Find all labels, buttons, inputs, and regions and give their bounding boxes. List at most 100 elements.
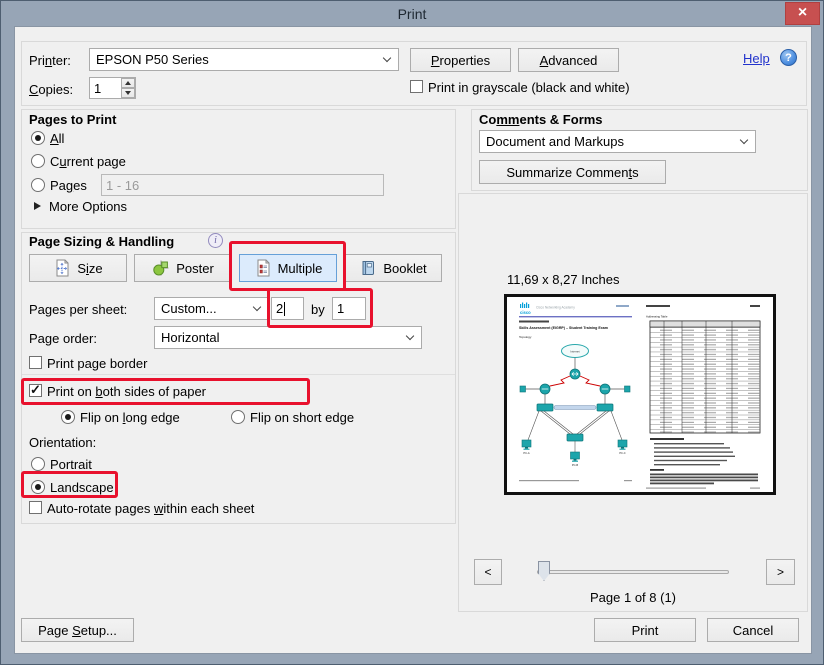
preview-page-image: cisco Cisco Networking Academy Skills As… (504, 294, 776, 495)
portrait-radio[interactable] (31, 457, 45, 471)
size-mode-button[interactable]: Size (29, 254, 127, 282)
cancel-button-label: Cancel (732, 622, 774, 638)
size-button-label: Size (77, 260, 103, 276)
chevron-down-icon (252, 302, 262, 311)
internet-cloud-label: Internet (570, 350, 579, 354)
title-bar: Print (1, 1, 823, 26)
help-link[interactable]: Help (743, 51, 770, 66)
previous-page-button[interactable]: < (474, 559, 502, 585)
portrait-label[interactable]: Portrait (50, 457, 92, 472)
multiple-mode-button[interactable]: Multiple (239, 254, 337, 282)
summarize-comments-label: Summarize Comments (506, 164, 639, 180)
landscape-radio[interactable] (31, 480, 45, 494)
booklet-mode-button[interactable]: Booklet (344, 254, 442, 282)
grayscale-checkbox[interactable] (410, 80, 423, 93)
print-page-border-label[interactable]: Print page border (47, 356, 148, 371)
print-page-border-checkbox[interactable] (29, 356, 42, 369)
text-caret (284, 301, 286, 316)
poster-icon (153, 260, 169, 276)
properties-button-label: Properties (430, 52, 491, 68)
chevron-down-icon (382, 53, 392, 62)
pages-per-sheet-value: Custom... (161, 301, 217, 316)
topology-label: Topology (519, 335, 532, 339)
cisco-logo: cisco (520, 302, 531, 315)
page-slider-track[interactable] (537, 570, 729, 574)
page-order-select[interactable]: Horizontal (154, 326, 422, 349)
auto-rotate-checkbox[interactable] (29, 501, 42, 514)
comments-select[interactable]: Document and Markups (479, 130, 756, 153)
radio-dot-icon (35, 484, 41, 490)
copies-label: Copies: (29, 82, 74, 97)
radio-dot-icon (35, 135, 41, 141)
spin-up-icon[interactable] (121, 78, 135, 88)
scenario-paragraph (650, 473, 758, 485)
all-radio-label[interactable]: All (50, 131, 65, 146)
addressing-table (649, 320, 761, 434)
page-setup-button[interactable]: Page Setup... (21, 618, 134, 642)
current-page-radio[interactable] (31, 154, 45, 168)
landscape-label[interactable]: Landscape (50, 480, 114, 495)
by-label: by (311, 302, 325, 317)
multiple-button-label: Multiple (277, 260, 323, 276)
current-page-radio-label[interactable]: Current page (50, 154, 126, 169)
pages-radio-label[interactable]: Pages (50, 178, 87, 193)
comments-heading: Comments & Forms (479, 112, 603, 127)
next-page-button[interactable]: > (766, 559, 795, 585)
booklet-button-label: Booklet (383, 260, 427, 276)
poster-mode-button[interactable]: Poster (134, 254, 232, 282)
page-status-text: Page 1 of 8 (1) (590, 590, 676, 605)
page-range-value: 1 - 16 (106, 177, 140, 193)
chevron-down-icon (739, 135, 749, 144)
orientation-label: Orientation: (29, 435, 97, 450)
pc-a-label: PC-A (523, 451, 529, 455)
all-radio[interactable] (31, 131, 45, 145)
printer-label: Printer: (29, 53, 71, 68)
advanced-button[interactable]: Advanced (518, 48, 619, 72)
print-button[interactable]: Print (594, 618, 696, 642)
window-title: Print (397, 5, 427, 22)
properties-button[interactable]: Properties (410, 48, 511, 72)
page-order-label: Page order: (29, 331, 97, 346)
flip-short-edge-radio[interactable] (231, 410, 245, 424)
chevron-down-icon (405, 331, 415, 340)
help-icon[interactable]: ? (780, 49, 797, 66)
pc-b-device: PC-B (570, 451, 580, 467)
flip-long-edge-label[interactable]: Flip on long edge (80, 410, 180, 425)
sheet-columns-input[interactable]: 2 (271, 297, 304, 320)
pages-radio[interactable] (31, 178, 45, 192)
copies-stepper[interactable]: 1 (89, 77, 136, 99)
grayscale-label[interactable]: Print in grayscale (black and white) (428, 80, 630, 95)
pages-per-sheet-select[interactable]: Custom... (154, 297, 269, 320)
flip-short-edge-label[interactable]: Flip on short edge (250, 410, 355, 425)
page-range-input[interactable]: 1 - 16 (101, 174, 384, 196)
preview-size-text: 11,69 x 8,27 Inches (507, 272, 620, 287)
both-sides-label[interactable]: Print on both sides of paper (47, 384, 207, 399)
previous-arrow-icon: < (484, 565, 492, 579)
radio-dot-icon (65, 414, 71, 420)
sheet-rows-value: 1 (337, 301, 345, 316)
flip-long-edge-radio[interactable] (61, 410, 75, 424)
pages-per-sheet-label: Pages per sheet: (29, 302, 128, 317)
info-icon[interactable]: i (208, 233, 223, 248)
objectives-lines (654, 443, 735, 466)
page-sizing-heading: Page Sizing & Handling (29, 234, 175, 249)
cancel-button[interactable]: Cancel (707, 618, 799, 642)
cisco-wordmark: cisco (520, 310, 531, 315)
dialog-content: Printer: EPSON P50 Series Properties Adv… (14, 26, 812, 654)
page-slider-thumb[interactable] (538, 561, 550, 581)
pc-c-device: PC-C (617, 439, 628, 455)
auto-rotate-label[interactable]: Auto-rotate pages within each sheet (47, 501, 255, 516)
spin-down-icon[interactable] (121, 88, 135, 98)
summarize-comments-button[interactable]: Summarize Comments (479, 160, 666, 184)
more-options-expander-icon[interactable] (34, 202, 41, 210)
close-button[interactable]: × (785, 2, 820, 25)
printer-select[interactable]: EPSON P50 Series (89, 48, 399, 71)
sheet-rows-input[interactable]: 1 (332, 297, 366, 320)
pages-to-print-heading: Pages to Print (29, 112, 117, 127)
more-options-link[interactable]: More Options (49, 199, 128, 214)
multiple-icon (257, 259, 270, 277)
both-sides-checkbox[interactable]: ✓ (29, 382, 42, 397)
advanced-button-label: Advanced (539, 52, 598, 68)
doc-title: Skills Assessment (EIGRP) – Student Trai… (519, 326, 608, 330)
